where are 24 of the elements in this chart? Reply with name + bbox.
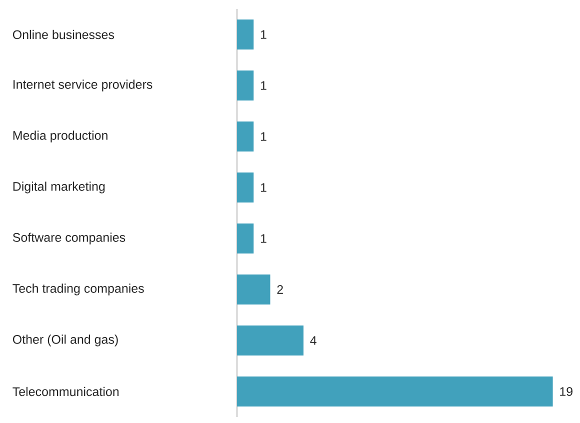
data-label: 1: [260, 234, 266, 243]
y-tick-label: Telecommunication: [12, 386, 119, 396]
bar: [237, 122, 254, 152]
y-tick-label: Tech trading companies: [12, 284, 144, 296]
y-tick-label: Software companies: [12, 232, 126, 244]
data-label: 1: [260, 132, 266, 141]
data-label: 1: [260, 183, 266, 192]
y-tick-label: Other (Oil and gas): [12, 334, 118, 346]
y-tick-label: Media production: [13, 130, 108, 142]
bar: [237, 376, 553, 407]
bar: [237, 172, 254, 203]
y-tick-label: Digital marketing: [13, 182, 105, 194]
data-label: 19: [560, 387, 572, 396]
data-label: 4: [310, 336, 316, 345]
bar: [237, 20, 254, 50]
bar: [237, 70, 254, 101]
data-label: 1: [260, 81, 266, 90]
y-tick-label: Online businesses: [12, 30, 114, 40]
y-tick-label: Internet service providers: [14, 80, 152, 92]
bar: [237, 274, 270, 305]
data-label: 1: [260, 30, 266, 39]
data-label: 2: [277, 285, 283, 294]
bar: [237, 224, 254, 254]
bar: [237, 326, 304, 356]
